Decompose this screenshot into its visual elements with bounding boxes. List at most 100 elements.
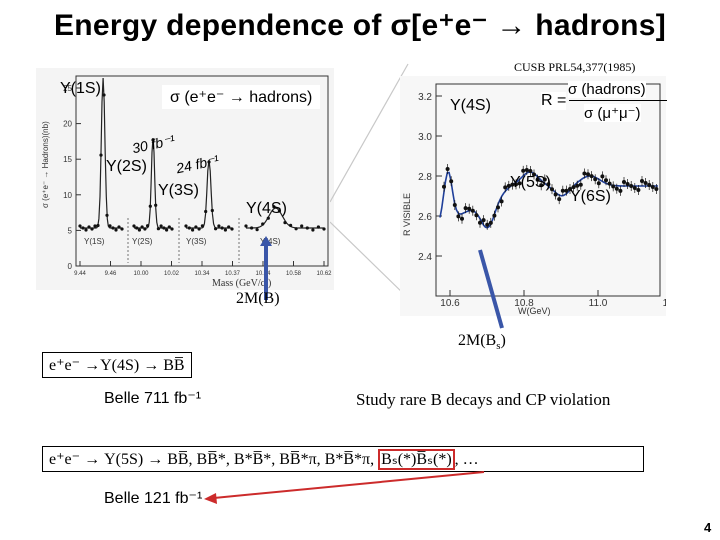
right-plot-point <box>460 216 464 221</box>
right-plot-point <box>517 181 522 186</box>
threshold-2mbs: 2M(Bs) <box>458 332 506 352</box>
left-plot-point <box>294 227 298 231</box>
ratio-numerator: σ (hadrons) <box>568 81 646 98</box>
right-plot-point <box>521 168 526 173</box>
left-plot-point <box>194 225 198 229</box>
box-5s-bs-highlight: Bₛ(*)B̅ₛ(*) <box>378 449 455 470</box>
right-plot-point <box>568 187 572 191</box>
left-plot-point <box>316 225 320 229</box>
left-plot-x-tick: 10.62 <box>316 271 332 277</box>
left-plot-point <box>146 224 150 228</box>
right-plot-point <box>622 180 626 184</box>
right-plot-y-ticks: 3.2 3.0 2.8 2.6 2.4 <box>418 92 442 263</box>
left-plot-point <box>187 226 191 230</box>
ratio-label: R = <box>541 92 567 110</box>
right-plot-point <box>607 181 612 186</box>
sigma-hadrons-label: σ (e⁺e⁻ → hadrons) <box>162 85 321 109</box>
right-plot-point <box>564 188 569 193</box>
left-plot-point <box>170 227 174 231</box>
left-plot-point <box>167 225 171 229</box>
right-plot-point <box>650 185 655 189</box>
left-plot-point <box>148 204 152 208</box>
right-plot-point <box>654 187 659 191</box>
left-plot-trace <box>186 159 232 229</box>
left-plot-point <box>120 227 124 231</box>
right-plot-point <box>614 186 619 191</box>
left-plot-point <box>191 228 195 232</box>
right-plot-point <box>514 182 518 187</box>
right-plot-point <box>535 177 540 182</box>
left-plot-point <box>159 224 163 228</box>
right-plot-point <box>524 168 529 172</box>
left-plot-y-tick: 20 <box>63 120 72 129</box>
right-plot-point <box>589 174 594 179</box>
right-plot-point <box>632 186 637 190</box>
right-plot-point <box>550 187 554 192</box>
threshold-2mbs-main: 2M(B <box>458 332 497 349</box>
right-plot-x-tick: 10.6 <box>440 298 460 309</box>
belle-4s: Belle 711 fb⁻¹ <box>104 390 202 407</box>
upsilon-5s-label: Υ(5S) <box>510 174 551 191</box>
left-plot-data <box>78 77 326 263</box>
left-plot-point <box>114 228 118 232</box>
right-plot-point <box>456 214 461 219</box>
left-plot-point <box>151 138 155 142</box>
right-plot-point <box>503 185 508 190</box>
left-plot-point <box>289 223 293 227</box>
left-plot-x-tick: 10.02 <box>164 271 180 277</box>
box-5s-tail: , … <box>454 451 479 468</box>
right-plot-point <box>586 172 590 177</box>
blue-arrow-2mb <box>260 236 272 300</box>
ratio-denominator: σ (μ⁺μ⁻) <box>584 104 641 122</box>
right-plot-point <box>449 179 454 184</box>
right-plot-point <box>499 199 504 204</box>
left-plot-x-tick: 10.54 <box>255 271 271 277</box>
left-plot-point <box>162 226 166 230</box>
left-plot-point <box>220 226 224 230</box>
threshold-2mbs-close: ) <box>500 332 506 349</box>
right-plot-point <box>575 183 580 188</box>
right-plot-data <box>439 164 659 230</box>
right-plot-point <box>600 174 605 179</box>
belle-5s: Belle 121 fb⁻¹ <box>104 490 203 507</box>
box-5s-main: e⁺e⁻ → Υ(5S) → BB̅, BB̅*, B*B̅*, BB̅*π, … <box>49 451 375 468</box>
right-plot-point <box>596 181 601 186</box>
right-plot-point <box>506 183 511 188</box>
left-plot-point <box>156 227 160 231</box>
left-plot-trace <box>246 207 324 229</box>
right-plot-point <box>604 178 608 183</box>
left-plot-point <box>305 226 309 230</box>
right-plot-y-tick: 2.8 <box>418 172 432 183</box>
left-plot-point <box>223 228 227 232</box>
left-plot-x-tick: 10.00 <box>133 271 149 277</box>
zoom-lines <box>330 63 409 299</box>
left-plot-x-axis-label: Mass (GeV/c²) <box>212 278 271 289</box>
left-plot-point <box>143 227 147 231</box>
left-plot-point <box>244 224 248 228</box>
left-plot-trace <box>80 77 122 229</box>
right-plot-point <box>640 179 644 183</box>
right-plot-point <box>532 172 536 177</box>
right-plot-point <box>546 182 551 187</box>
left-plot-point <box>165 228 169 232</box>
right-plot-point <box>560 188 565 193</box>
left-plot-y-axis-label: σ (e⁺e⁻ → Hadrons)(nb) <box>41 121 50 208</box>
right-plot-point <box>485 222 490 227</box>
left-plot-trace <box>134 137 172 229</box>
right-plot-point <box>488 220 493 225</box>
upsilon-4s-left-label: Υ(4S) <box>246 200 287 217</box>
upsilon-6s-label: Υ(6S) <box>570 188 611 205</box>
left-plot-point <box>78 224 82 228</box>
right-plot-point <box>445 167 450 171</box>
right-plot-y-tick: 3.0 <box>418 132 432 143</box>
left-plot-point <box>99 153 103 157</box>
right-plot-point <box>474 213 479 218</box>
right-plot-point <box>452 203 457 207</box>
upsilon-4s-right-label: Υ(4S) <box>450 97 491 114</box>
left-plot-point <box>135 226 139 230</box>
left-plot-point <box>207 160 211 164</box>
left-plot-point <box>96 223 100 228</box>
left-plot-point <box>102 93 106 97</box>
right-plot-y-tick: 2.4 <box>418 252 432 263</box>
right-plot-point <box>496 205 500 210</box>
